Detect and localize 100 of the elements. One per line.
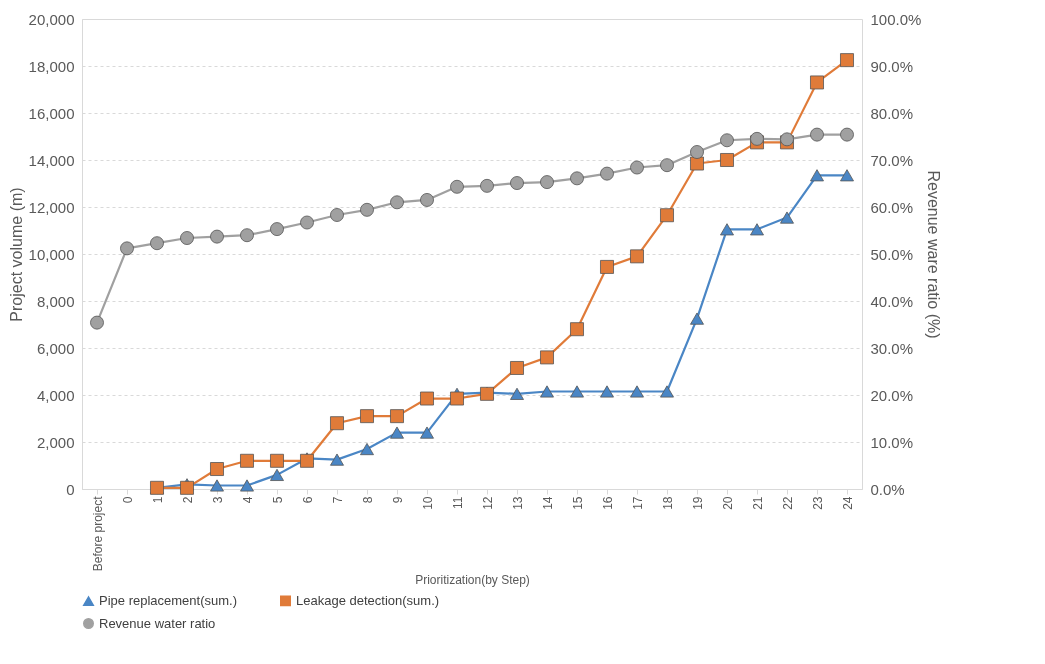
point xyxy=(240,228,254,243)
point xyxy=(570,385,584,398)
point xyxy=(690,145,704,159)
point xyxy=(240,479,254,492)
point xyxy=(180,231,194,245)
point xyxy=(750,223,764,236)
point xyxy=(540,385,554,398)
point xyxy=(540,350,554,365)
point xyxy=(750,131,764,146)
point xyxy=(570,322,584,337)
point xyxy=(690,312,704,325)
point xyxy=(450,391,464,406)
point xyxy=(270,453,284,468)
point xyxy=(240,453,254,468)
y2-tick-label: 50.0% xyxy=(870,245,914,263)
x-tick-label: 0 xyxy=(120,496,135,504)
point xyxy=(630,385,644,398)
y-tick-label: 2,000 xyxy=(36,433,75,451)
y-tick-label: 14,000 xyxy=(28,151,75,169)
legend-label: Revenue water ratio xyxy=(99,615,216,631)
y2-tick-label: 20.0% xyxy=(870,386,914,404)
point xyxy=(630,160,644,175)
legend-label: Leakage detection(sum.) xyxy=(296,592,440,608)
y-tick-label: 6,000 xyxy=(36,339,75,357)
point xyxy=(210,462,224,476)
y-tick-label: 8,000 xyxy=(36,292,75,310)
point xyxy=(840,53,854,68)
point xyxy=(390,426,404,439)
point xyxy=(120,241,134,256)
point xyxy=(330,453,344,466)
x-tick-label: 20 xyxy=(720,496,735,510)
y2-axis-title: Revenue ware ratio (%) xyxy=(925,170,943,339)
point xyxy=(150,236,164,251)
y2-tick-label: 60.0% xyxy=(870,198,914,216)
point xyxy=(420,193,434,207)
point xyxy=(720,133,734,148)
point xyxy=(360,409,374,424)
point xyxy=(810,127,824,142)
x-tick-label: 6 xyxy=(300,496,315,504)
point xyxy=(660,158,674,173)
x-tick-label: 7 xyxy=(330,496,345,504)
point xyxy=(600,385,614,398)
point xyxy=(300,215,314,230)
point xyxy=(420,391,434,406)
x-tick-label: 18 xyxy=(660,496,675,510)
point xyxy=(210,479,224,492)
point xyxy=(210,229,224,244)
point xyxy=(480,178,494,193)
point xyxy=(780,211,794,224)
point xyxy=(570,171,584,186)
point xyxy=(720,153,734,167)
point xyxy=(840,169,854,182)
point xyxy=(660,208,674,223)
y-tick-label: 20,000 xyxy=(28,10,75,28)
y-tick-label: 10,000 xyxy=(28,245,75,263)
point xyxy=(180,480,194,495)
y-tick-label: 16,000 xyxy=(28,104,75,122)
x-tick-label: 8 xyxy=(360,496,375,504)
point xyxy=(450,179,464,194)
y-axis-title: Project volume (m) xyxy=(7,187,25,322)
point xyxy=(360,443,374,456)
point xyxy=(810,75,824,90)
x-tick-label: 5 xyxy=(270,496,285,504)
x-tick-label: 13 xyxy=(510,496,525,510)
x-tick-label: 23 xyxy=(810,496,825,510)
y2-tick-label: 10.0% xyxy=(870,433,914,451)
x-tick-label: 4 xyxy=(240,496,255,504)
point xyxy=(420,426,434,439)
x-tick-label: 14 xyxy=(540,496,555,510)
point xyxy=(390,195,404,210)
point xyxy=(360,202,374,217)
legend-label: Pipe replacement(sum.) xyxy=(99,593,237,609)
point xyxy=(330,416,344,431)
x-tick-label: 16 xyxy=(600,496,615,510)
y-tick-label: 12,000 xyxy=(28,198,75,216)
point xyxy=(540,175,554,189)
point xyxy=(690,156,704,171)
x-tick-label: 10 xyxy=(420,496,435,510)
point xyxy=(630,249,644,264)
point xyxy=(270,222,284,236)
x-tick-label: 15 xyxy=(570,496,585,510)
x-tick-label: 21 xyxy=(750,496,765,510)
point xyxy=(720,223,734,236)
x-tick-label: 12 xyxy=(480,496,495,510)
point xyxy=(600,260,614,274)
point xyxy=(90,315,104,330)
x-tick-label: 24 xyxy=(840,496,855,510)
x-tick-label: 17 xyxy=(630,496,645,510)
x-axis-title: Prioritization(by Step) xyxy=(415,573,530,588)
x-tick-label: 22 xyxy=(780,496,795,510)
y2-tick-label: 80.0% xyxy=(870,104,914,122)
x-tick-label: 19 xyxy=(690,496,705,510)
point xyxy=(270,468,284,481)
x-tick-label: 1 xyxy=(150,496,165,504)
y-tick-label: 4,000 xyxy=(36,386,75,404)
x-tick-label: 9 xyxy=(390,496,405,504)
y2-tick-label: 0.0% xyxy=(870,480,905,498)
point xyxy=(510,387,524,400)
point xyxy=(390,409,404,424)
x-tick-label: Before project xyxy=(90,495,105,572)
